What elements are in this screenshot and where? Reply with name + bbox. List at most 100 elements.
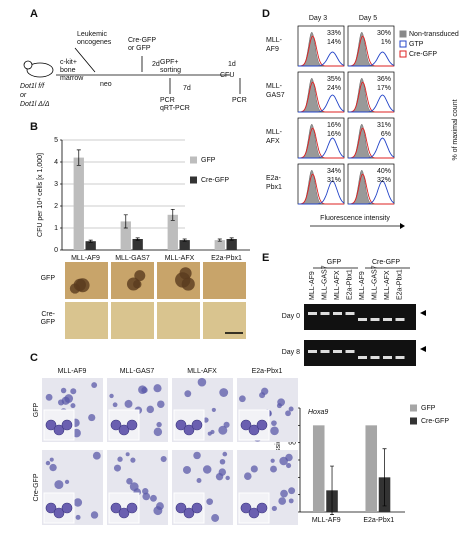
legend-label: Cre-GFP bbox=[201, 177, 229, 184]
y-tick-label: 0 bbox=[54, 247, 58, 254]
bar bbox=[226, 239, 237, 250]
column-label: MLL-AF9 bbox=[58, 368, 87, 375]
percent-label: 1% bbox=[381, 39, 391, 46]
cell bbox=[244, 472, 252, 480]
gel-band bbox=[383, 356, 392, 359]
y-axis-label: CFU per 10⁴ cells [x 1,000] bbox=[37, 153, 44, 237]
cell bbox=[92, 451, 101, 460]
cell bbox=[219, 458, 226, 465]
rule bbox=[74, 47, 96, 73]
band-marker bbox=[420, 310, 426, 316]
cell bbox=[88, 413, 96, 422]
legend-swatch bbox=[399, 50, 407, 58]
error-bar bbox=[382, 448, 387, 507]
cell bbox=[271, 505, 277, 512]
cell-zoom bbox=[110, 502, 122, 514]
gel-band bbox=[370, 318, 380, 321]
cell bbox=[197, 377, 207, 387]
legend-label: GFP bbox=[421, 405, 436, 412]
histogram-curve bbox=[348, 94, 395, 113]
cell bbox=[45, 460, 51, 466]
cell bbox=[271, 420, 277, 426]
percent-label: 24% bbox=[327, 85, 341, 92]
bar bbox=[214, 240, 225, 250]
row-label: MLL- bbox=[266, 37, 283, 44]
panel-label: E bbox=[262, 252, 269, 264]
colony-image bbox=[157, 302, 200, 339]
cell bbox=[138, 385, 147, 395]
lane-label: MLL-AF9 bbox=[359, 271, 366, 300]
percent-label: 16% bbox=[327, 131, 341, 138]
gel-band bbox=[308, 312, 317, 315]
histogram-curve bbox=[348, 51, 395, 67]
bar bbox=[179, 240, 190, 250]
cell bbox=[160, 456, 167, 463]
mouse-label: Dot1l Δ/Δ bbox=[20, 101, 50, 108]
error-bar bbox=[330, 465, 335, 515]
cell bbox=[239, 395, 246, 403]
percent-label: 36% bbox=[377, 76, 391, 83]
gel-band bbox=[370, 356, 380, 359]
column-label: E2a-Pbx1 bbox=[252, 368, 283, 375]
mouse-label: Dot1l f/f bbox=[20, 83, 45, 90]
histogram-curve bbox=[298, 137, 345, 159]
histogram-curve bbox=[348, 180, 395, 205]
histogram-curve bbox=[298, 127, 344, 159]
cell bbox=[156, 421, 162, 428]
x-tick-label: MLL-AF9 bbox=[71, 255, 100, 262]
colony-image bbox=[65, 302, 108, 339]
percent-label: 31% bbox=[377, 122, 391, 129]
y-tick-label: 3 bbox=[54, 181, 58, 188]
cell bbox=[222, 451, 228, 457]
cell bbox=[124, 399, 133, 408]
gel-band bbox=[358, 356, 367, 359]
row-label: MLL- bbox=[266, 129, 283, 136]
bar bbox=[120, 221, 131, 250]
histogram-frame bbox=[347, 71, 395, 113]
step-label: sorting bbox=[160, 67, 181, 74]
group-label: GFP bbox=[327, 259, 342, 266]
histogram-curve bbox=[298, 51, 345, 67]
panel-label: B bbox=[30, 121, 38, 133]
cell-zoom bbox=[256, 502, 268, 514]
x-tick-label: MLL-GAS7 bbox=[115, 255, 150, 262]
error-bar bbox=[229, 237, 234, 241]
cell bbox=[261, 387, 269, 395]
day-label: Day 3 bbox=[309, 15, 327, 22]
row-label: GFP bbox=[41, 275, 56, 282]
y-axis-label: % of maximal count bbox=[452, 99, 459, 160]
error-bar bbox=[217, 238, 222, 242]
cell-zoom bbox=[240, 419, 252, 431]
cell-zoom bbox=[256, 419, 268, 431]
group-label: Cre-GFP bbox=[372, 259, 400, 266]
step-label: PCR bbox=[232, 97, 247, 104]
step-label: neo bbox=[100, 81, 112, 88]
cell-zoom bbox=[126, 502, 138, 514]
cell-zoom bbox=[110, 419, 122, 431]
cell bbox=[153, 427, 163, 437]
cell bbox=[286, 463, 292, 469]
percent-label: 6% bbox=[381, 131, 391, 138]
step-label: Leukemic bbox=[77, 31, 107, 38]
row-label: Pbx1 bbox=[266, 184, 282, 191]
cell-zoom bbox=[53, 424, 65, 436]
histogram-curve bbox=[298, 81, 344, 113]
cell-zoom bbox=[61, 502, 73, 514]
legend-swatch bbox=[410, 404, 417, 412]
step-label: Cre-GFP bbox=[128, 37, 156, 44]
gel-band bbox=[395, 356, 405, 359]
step-label: CFU bbox=[220, 72, 234, 79]
cell bbox=[223, 421, 230, 428]
cell bbox=[196, 478, 202, 483]
cell bbox=[182, 465, 191, 474]
cell bbox=[225, 475, 230, 481]
mouse-head bbox=[23, 60, 33, 70]
cell bbox=[117, 456, 123, 462]
histogram-frame bbox=[347, 163, 395, 205]
bar bbox=[85, 241, 96, 250]
annotation: Hoxa9 bbox=[308, 409, 328, 416]
cell bbox=[285, 410, 291, 417]
histogram-frame bbox=[347, 117, 395, 159]
lane-label: MLL-AF9 bbox=[309, 271, 316, 300]
